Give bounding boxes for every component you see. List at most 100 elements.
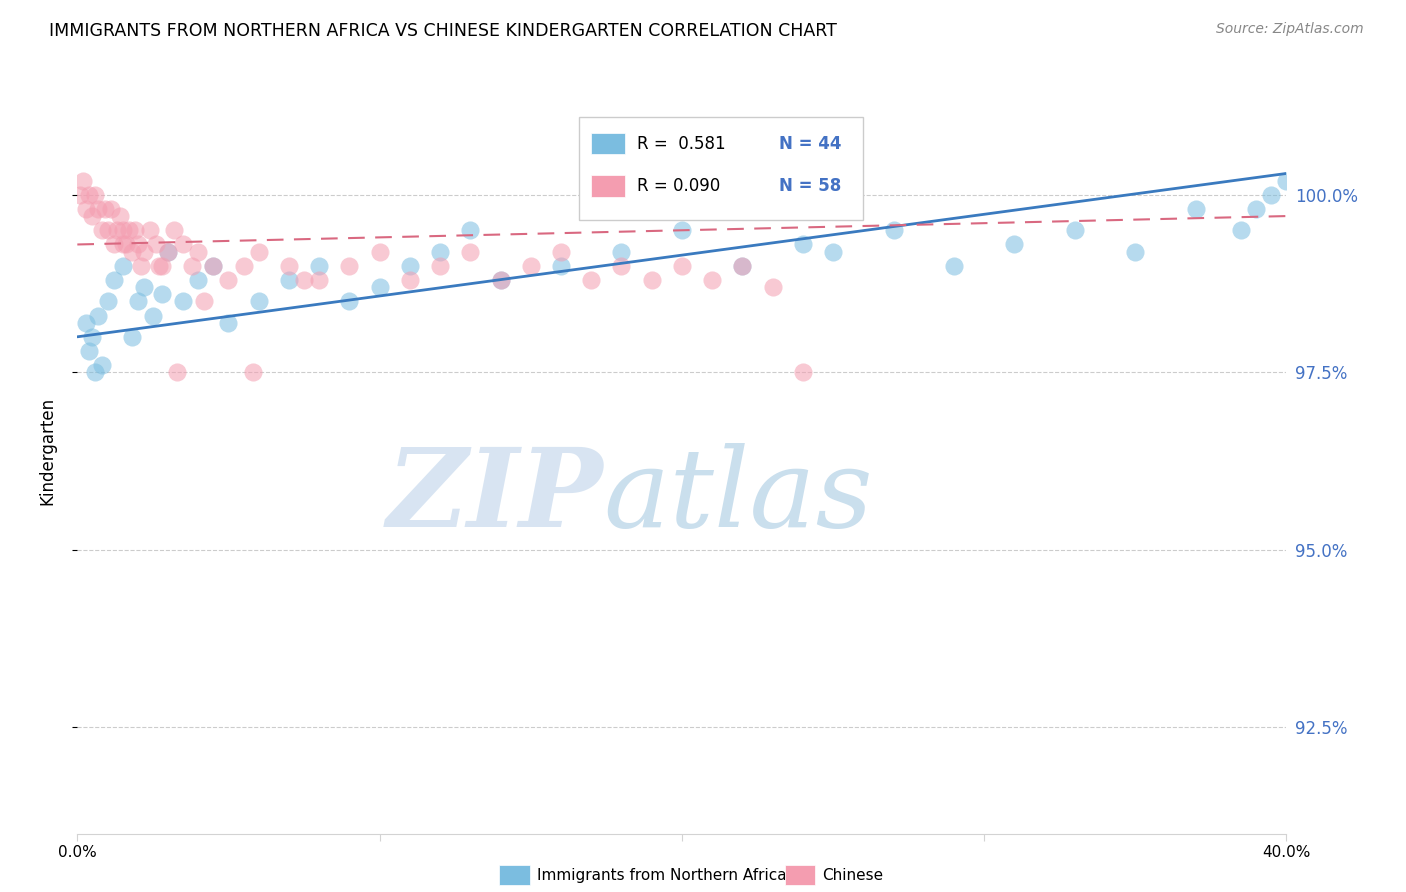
Point xyxy=(821,244,844,259)
Point xyxy=(139,223,162,237)
Point xyxy=(145,237,167,252)
Point xyxy=(103,273,125,287)
Point xyxy=(399,273,422,287)
Point xyxy=(79,187,101,202)
Text: Immigrants from Northern Africa: Immigrants from Northern Africa xyxy=(537,868,787,882)
Point xyxy=(339,294,360,309)
Point xyxy=(187,273,209,287)
Point xyxy=(75,202,97,216)
Point xyxy=(489,273,512,287)
Point xyxy=(72,173,94,187)
Point xyxy=(581,273,603,287)
Point xyxy=(702,273,724,287)
Text: 0.0%: 0.0% xyxy=(58,845,97,860)
Point xyxy=(242,365,264,379)
Point xyxy=(792,365,814,379)
Text: Source: ZipAtlas.com: Source: ZipAtlas.com xyxy=(1216,22,1364,37)
Text: Chinese: Chinese xyxy=(823,868,883,882)
Point xyxy=(111,223,134,237)
Point xyxy=(121,330,143,344)
Point xyxy=(142,309,165,323)
Point xyxy=(172,294,194,309)
Text: R =  0.581: R = 0.581 xyxy=(637,135,725,153)
Point xyxy=(82,330,104,344)
Point xyxy=(100,202,122,216)
Point xyxy=(124,223,146,237)
Point xyxy=(82,209,104,223)
Point xyxy=(671,259,693,273)
Point xyxy=(193,294,215,309)
Point xyxy=(75,316,97,330)
Point xyxy=(96,294,118,309)
Point xyxy=(1260,187,1282,202)
Point xyxy=(399,259,422,273)
Point xyxy=(792,237,814,252)
Point xyxy=(163,223,186,237)
Point xyxy=(520,259,543,273)
Point xyxy=(93,202,115,216)
Y-axis label: Kindergarten: Kindergarten xyxy=(38,396,56,505)
Point xyxy=(1246,202,1268,216)
Point xyxy=(278,259,301,273)
Point xyxy=(127,294,149,309)
Point xyxy=(731,259,754,273)
Point xyxy=(150,287,173,301)
FancyBboxPatch shape xyxy=(592,133,626,154)
Point xyxy=(79,344,101,359)
Point xyxy=(148,259,170,273)
Text: IMMIGRANTS FROM NORTHERN AFRICA VS CHINESE KINDERGARTEN CORRELATION CHART: IMMIGRANTS FROM NORTHERN AFRICA VS CHINE… xyxy=(49,22,837,40)
Point xyxy=(129,259,152,273)
Point xyxy=(111,259,134,273)
Point xyxy=(489,273,512,287)
Point xyxy=(108,209,131,223)
Point xyxy=(118,223,141,237)
Point xyxy=(883,223,905,237)
Point xyxy=(181,259,204,273)
Point xyxy=(1125,244,1147,259)
Point xyxy=(166,365,188,379)
Point xyxy=(1064,223,1087,237)
Text: atlas: atlas xyxy=(603,442,873,550)
Point xyxy=(218,316,240,330)
Point xyxy=(202,259,225,273)
Text: ZIP: ZIP xyxy=(387,442,603,550)
Text: N = 44: N = 44 xyxy=(779,135,841,153)
Point xyxy=(458,223,481,237)
Point xyxy=(69,187,91,202)
Point xyxy=(132,244,155,259)
Point xyxy=(368,244,391,259)
Point xyxy=(105,223,128,237)
Point xyxy=(278,273,301,287)
Point xyxy=(550,244,572,259)
Point xyxy=(96,223,118,237)
Point xyxy=(458,244,481,259)
Point xyxy=(368,280,391,294)
Point xyxy=(762,280,785,294)
Point xyxy=(671,223,693,237)
Point xyxy=(247,294,270,309)
Point xyxy=(132,280,155,294)
Point xyxy=(232,259,254,273)
Point xyxy=(429,244,451,259)
Point xyxy=(1230,223,1253,237)
Point xyxy=(308,273,330,287)
Point xyxy=(150,259,173,273)
Point xyxy=(550,259,572,273)
Point xyxy=(84,365,107,379)
Point xyxy=(731,259,754,273)
Point xyxy=(121,244,143,259)
Point xyxy=(308,259,330,273)
FancyBboxPatch shape xyxy=(592,175,626,196)
Point xyxy=(247,244,270,259)
Text: R = 0.090: R = 0.090 xyxy=(637,177,720,194)
Point xyxy=(87,309,110,323)
Text: 40.0%: 40.0% xyxy=(1263,845,1310,860)
Point xyxy=(1004,237,1026,252)
Point xyxy=(1185,202,1208,216)
Point xyxy=(943,259,966,273)
Point xyxy=(610,259,633,273)
Point xyxy=(429,259,451,273)
FancyBboxPatch shape xyxy=(579,117,863,220)
Point xyxy=(292,273,315,287)
Point xyxy=(172,237,194,252)
